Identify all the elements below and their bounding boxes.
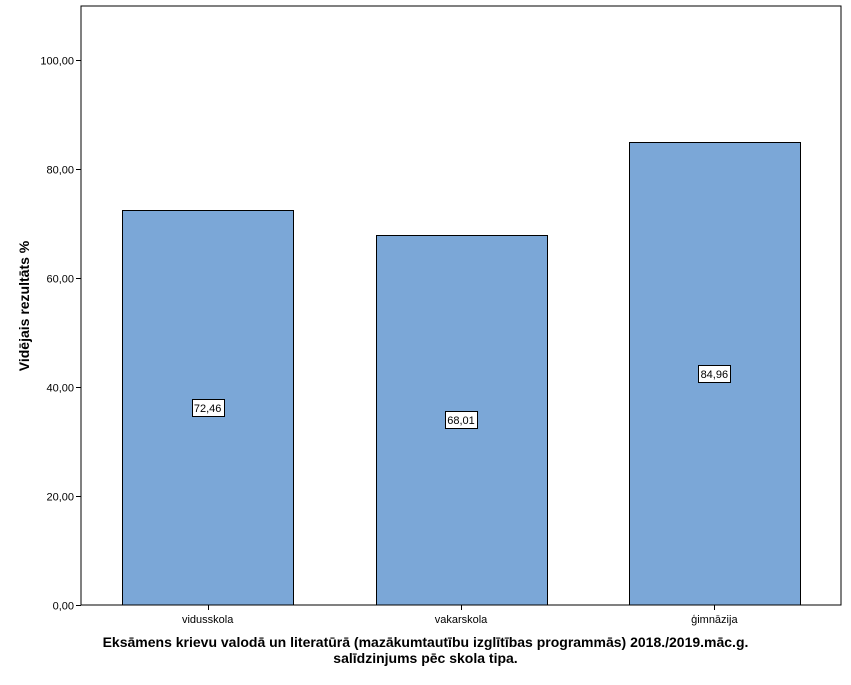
y-tick-label: 40,00	[46, 383, 74, 395]
x-axis-title-line-2: salīdzinjums pēc skola tipa.	[333, 650, 518, 666]
y-tick-label: 0,00	[53, 601, 74, 613]
x-tick-label: vidusskola	[182, 614, 234, 626]
data-label-box	[445, 411, 478, 429]
data-label-box	[698, 365, 731, 383]
y-tick-label: 80,00	[46, 165, 74, 177]
x-tick-label: vakarskola	[435, 614, 488, 626]
x-tick-label: ģimnāzija	[691, 613, 738, 626]
y-tick-label: 100,00	[40, 56, 74, 68]
data-label-box	[192, 399, 225, 417]
x-axis-title-line-1: Eksāmens krievu valodā un literatūrā (ma…	[102, 634, 749, 650]
y-tick-label: 60,00	[46, 274, 74, 286]
y-axis-title: Vidējais rezultāts %	[16, 240, 32, 371]
data-label: 84,96	[701, 369, 729, 381]
y-tick-label: 20,00	[46, 492, 74, 504]
data-label: 68,01	[447, 415, 475, 427]
data-label: 72,46	[194, 403, 222, 415]
